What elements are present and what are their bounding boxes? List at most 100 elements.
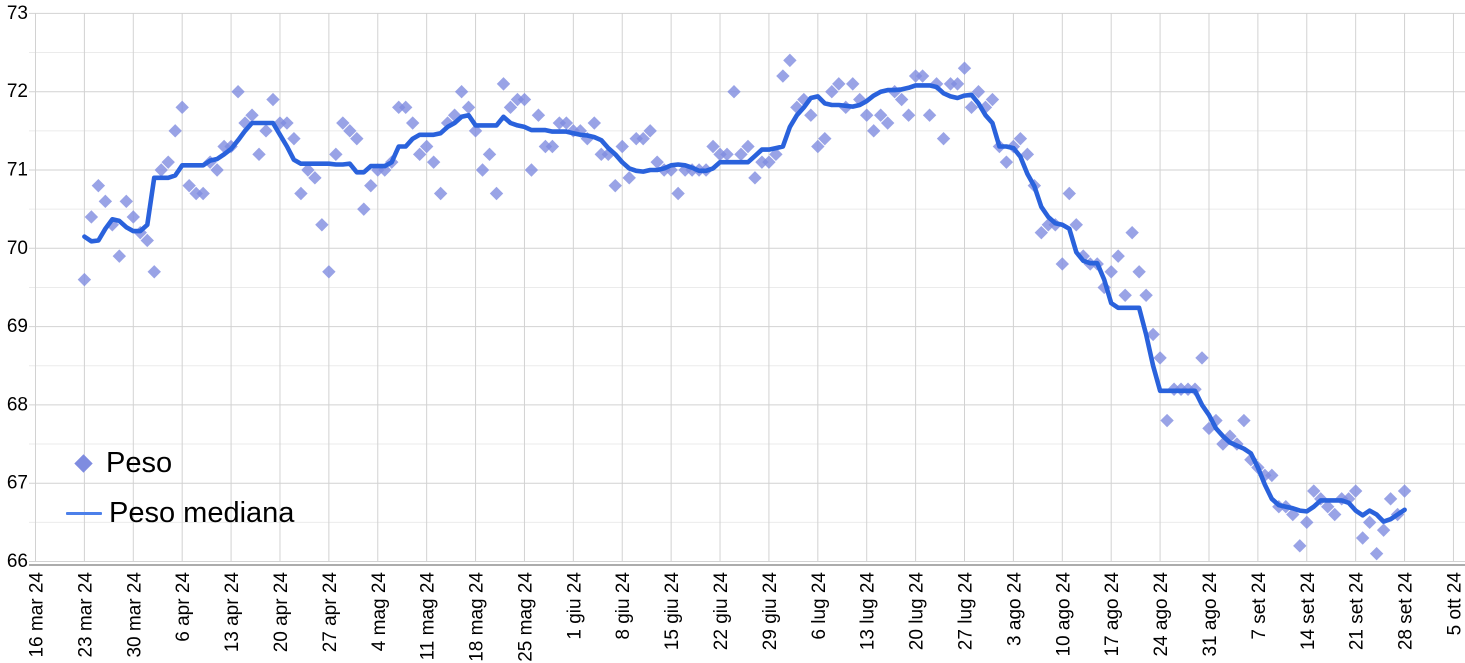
peso-data-point (867, 124, 881, 138)
peso-data-point (1104, 265, 1118, 279)
peso-data-point (615, 139, 629, 154)
peso-data-point (161, 155, 175, 169)
peso-data-point (245, 108, 259, 122)
x-tick-label: 8 giu 24 (613, 572, 634, 640)
x-tick-label: 5 ott 24 (1444, 572, 1465, 636)
peso-data-point (1355, 531, 1370, 545)
peso-data-point (762, 155, 776, 169)
x-tick-label: 17 ago 24 (1102, 572, 1123, 657)
peso-data-point (496, 77, 511, 91)
peso-data-point (1132, 265, 1146, 279)
y-tick-label: 67 (7, 473, 28, 494)
y-tick-label: 72 (7, 81, 28, 102)
y-tick-label: 69 (7, 316, 28, 337)
line-marker-icon (66, 511, 102, 515)
peso-data-point (315, 218, 329, 232)
peso-data-point (559, 116, 574, 130)
peso-data-point (231, 85, 245, 99)
peso-data-point (468, 124, 483, 138)
peso-data-point (776, 69, 790, 83)
peso-data-point (846, 77, 860, 91)
peso-data-point (1341, 492, 1356, 506)
x-tick-label: 23 mar 24 (75, 572, 96, 658)
x-tick-label: 10 ago 24 (1053, 572, 1074, 657)
peso-data-point (343, 124, 357, 138)
peso-data-point (622, 171, 636, 185)
peso-data-point (399, 100, 413, 115)
peso-data-point (1055, 257, 1069, 271)
x-tick-label: 1 giu 24 (564, 572, 585, 640)
legend-item-mediana: Peso mediana (64, 494, 294, 532)
peso-data-point (426, 155, 441, 169)
peso-data-point (140, 233, 154, 248)
peso-data-point (950, 77, 965, 91)
peso-data-point (587, 116, 601, 130)
peso-data-point (720, 147, 734, 162)
peso-data-point (804, 108, 818, 122)
peso-data-point (636, 131, 650, 146)
peso-mediana-line (82, 83, 1407, 524)
peso-data-point (405, 116, 420, 130)
peso-data-point (755, 155, 769, 169)
peso-data-point (1293, 539, 1307, 553)
x-tick-label: 28 set 24 (1396, 572, 1417, 651)
peso-data-point (440, 116, 455, 130)
peso-data-point (580, 131, 595, 146)
peso-data-point (769, 147, 783, 162)
peso-data-point (538, 139, 553, 154)
peso-data-point (266, 92, 280, 107)
peso-data-point (1216, 437, 1230, 451)
peso-data-point (287, 131, 301, 146)
peso-data-point (915, 69, 930, 83)
peso-data-point (922, 108, 937, 122)
peso-data-point (601, 147, 615, 162)
peso-data-point (853, 92, 867, 107)
peso-data-point (350, 131, 364, 146)
peso-data-point (999, 155, 1014, 169)
peso-data-point (650, 155, 664, 169)
peso-data-point (936, 131, 951, 146)
x-tick-label: 16 mar 24 (27, 572, 48, 658)
peso-data-point (301, 163, 315, 177)
peso-data-point (308, 171, 322, 185)
legend-item-peso: Peso (64, 444, 294, 482)
peso-data-point (433, 186, 448, 201)
peso-data-point (189, 186, 203, 201)
peso-data-point (531, 108, 546, 122)
peso-data-point (1146, 327, 1160, 342)
peso-data-point (419, 139, 434, 154)
peso-data-point (964, 100, 979, 115)
peso-data-point (1397, 484, 1412, 498)
peso-data-point (147, 265, 161, 279)
peso-data-point (894, 92, 909, 107)
peso-data-point (1348, 484, 1363, 498)
peso-data-point (1139, 288, 1153, 302)
peso-data-point (957, 61, 972, 75)
x-tick-label: 22 giu 24 (711, 572, 732, 651)
peso-data-point (1376, 523, 1391, 537)
peso-data-point (573, 124, 588, 138)
x-tick-label: 6 lug 24 (809, 572, 830, 640)
peso-data-point (1125, 225, 1139, 240)
peso-data-point (357, 202, 371, 216)
legend: Peso Peso mediana (64, 444, 294, 544)
x-tick-label: 3 ago 24 (1004, 572, 1025, 646)
x-tick-label: 27 apr 24 (320, 572, 341, 653)
peso-data-point (273, 116, 287, 130)
peso-data-point (1118, 288, 1132, 302)
peso-data-point (1195, 351, 1209, 365)
peso-data-point (475, 163, 490, 177)
peso-data-point (1223, 429, 1237, 443)
peso-data-point (510, 92, 525, 107)
peso-data-point (818, 131, 832, 146)
peso-data-point (832, 77, 846, 91)
peso-data-point (713, 147, 727, 162)
peso-data-point (1153, 351, 1167, 365)
peso-data-point (671, 186, 685, 201)
peso-data-point (503, 100, 518, 115)
peso-data-point (943, 77, 958, 91)
peso-data-point (489, 186, 504, 201)
peso-data-point (1013, 131, 1028, 146)
peso-data-point (1202, 421, 1216, 436)
